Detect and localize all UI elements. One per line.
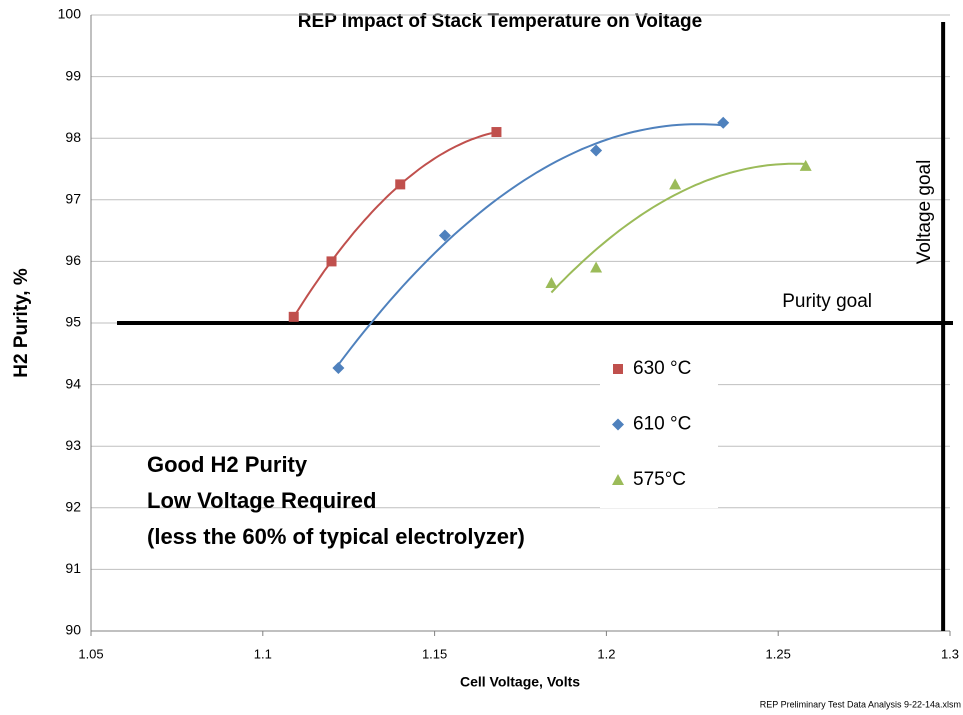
marker xyxy=(491,127,502,138)
annotation: (less the 60% of typical electrolyzer) xyxy=(147,524,525,549)
marker xyxy=(288,311,299,322)
marker xyxy=(612,418,624,431)
x-tick-label: 1.15 xyxy=(422,646,447,661)
marker xyxy=(799,159,812,171)
y-tick-label: 93 xyxy=(65,437,81,453)
legend-item: 610 °C xyxy=(612,414,691,435)
y-tick-label: 100 xyxy=(58,6,82,22)
footer: REP Preliminary Test Data Analysis 9-22-… xyxy=(760,699,961,709)
trendline xyxy=(292,131,497,318)
y-tick-label: 92 xyxy=(65,499,81,515)
legend-item: 630 °C xyxy=(613,358,691,379)
y-tick-label: 90 xyxy=(65,622,81,638)
trendline xyxy=(337,123,724,366)
y-tick-label: 95 xyxy=(65,314,81,330)
purity-goal-label: Purity goal xyxy=(782,291,872,312)
legend-label: 575°C xyxy=(633,469,686,490)
trendline xyxy=(550,162,806,294)
marker xyxy=(395,179,406,190)
marker xyxy=(545,276,558,288)
legend-label: 630 °C xyxy=(633,358,691,379)
y-tick-label: 97 xyxy=(65,191,81,207)
x-axis-label: Cell Voltage, Volts xyxy=(460,674,580,690)
marker xyxy=(590,261,603,273)
x-tick-label: 1.3 xyxy=(941,646,959,661)
y-tick-label: 94 xyxy=(65,375,81,391)
marker xyxy=(332,361,345,374)
y-tick-label: 98 xyxy=(65,129,81,145)
x-tick-label: 1.25 xyxy=(766,646,791,661)
y-tick-label: 99 xyxy=(65,67,81,83)
x-tick-label: 1.05 xyxy=(78,646,103,661)
legend: 630 °C 610 °C 575°C xyxy=(600,346,718,508)
annotation: Low Voltage Required xyxy=(147,488,376,513)
y-axis-label: H2 Purity, % xyxy=(11,268,32,378)
annotation: Good H2 Purity xyxy=(147,452,308,477)
legend-label: 610 °C xyxy=(633,414,691,435)
legend-item: 575°C xyxy=(612,469,686,490)
marker xyxy=(612,474,624,485)
marker xyxy=(613,364,623,374)
chart-title: REP Impact of Stack Temperature on Volta… xyxy=(298,11,702,32)
marker xyxy=(326,256,337,267)
voltage-goal-label: Voltage goal xyxy=(914,160,935,265)
marker xyxy=(669,178,682,190)
x-tick-label: 1.2 xyxy=(597,646,615,661)
y-tick-label: 91 xyxy=(65,560,81,576)
marker xyxy=(438,229,451,242)
x-tick-label: 1.1 xyxy=(254,646,272,661)
marker xyxy=(590,144,603,157)
y-tick-label: 96 xyxy=(65,252,81,268)
marker xyxy=(717,116,730,129)
